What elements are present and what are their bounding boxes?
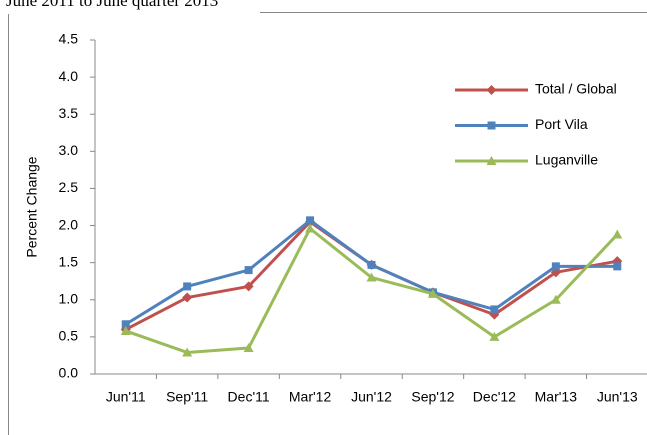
marker: [121, 320, 130, 329]
y-tick-label: 2.0: [59, 216, 79, 232]
marker: [182, 347, 193, 357]
marker: [490, 305, 499, 314]
marker: [551, 262, 560, 271]
marker: [243, 343, 254, 353]
x-tick-label: Mar'13: [535, 389, 578, 405]
marker: [182, 292, 193, 303]
marker: [305, 223, 316, 233]
x-tick-label: Jun'13: [597, 389, 638, 405]
chart-frame: [8, 12, 647, 435]
series-line: [125, 227, 619, 354]
y-tick-label: 1.5: [59, 253, 79, 269]
x-tick-label: Dec'11: [228, 389, 270, 405]
y-tick-label: 4.5: [59, 31, 79, 47]
legend-label: Luganville: [535, 152, 598, 168]
y-tick-label: 3.5: [59, 105, 79, 121]
marker: [427, 288, 438, 298]
marker: [243, 281, 254, 292]
marker: [120, 325, 131, 335]
marker: [244, 266, 253, 275]
legend-label: Port Vila: [535, 116, 588, 132]
y-tick-label: 4.0: [59, 68, 79, 84]
title-backdrop: [0, 0, 260, 14]
legend-label: Total / Global: [535, 81, 617, 97]
y-axis-label: Percent Change: [24, 156, 40, 257]
marker: [550, 294, 561, 304]
y-tick-label: 3.0: [59, 142, 79, 158]
x-tick-label: Jun'12: [351, 389, 392, 405]
chart-title: June 2011 to June quarter 2013: [6, 0, 218, 10]
y-tick-label: 2.5: [59, 179, 79, 195]
marker: [367, 260, 376, 269]
marker: [306, 216, 315, 225]
y-tick-label: 1.0: [59, 290, 79, 306]
marker: [183, 282, 192, 291]
x-tick-label: Jun'11: [106, 389, 146, 405]
y-tick-label: 0.0: [59, 365, 79, 381]
y-tick-label: 0.5: [59, 328, 79, 344]
legend-marker: [486, 85, 497, 95]
marker: [612, 229, 623, 239]
marker: [489, 331, 500, 341]
legend-marker: [487, 121, 496, 130]
legend-marker: [486, 156, 497, 165]
x-tick-label: Mar'12: [289, 389, 332, 405]
marker: [366, 272, 377, 282]
x-tick-label: Sep'11: [166, 389, 208, 405]
marker: [613, 262, 622, 271]
x-tick-label: Sep'12: [411, 389, 454, 405]
x-tick-label: Dec'12: [473, 389, 516, 405]
